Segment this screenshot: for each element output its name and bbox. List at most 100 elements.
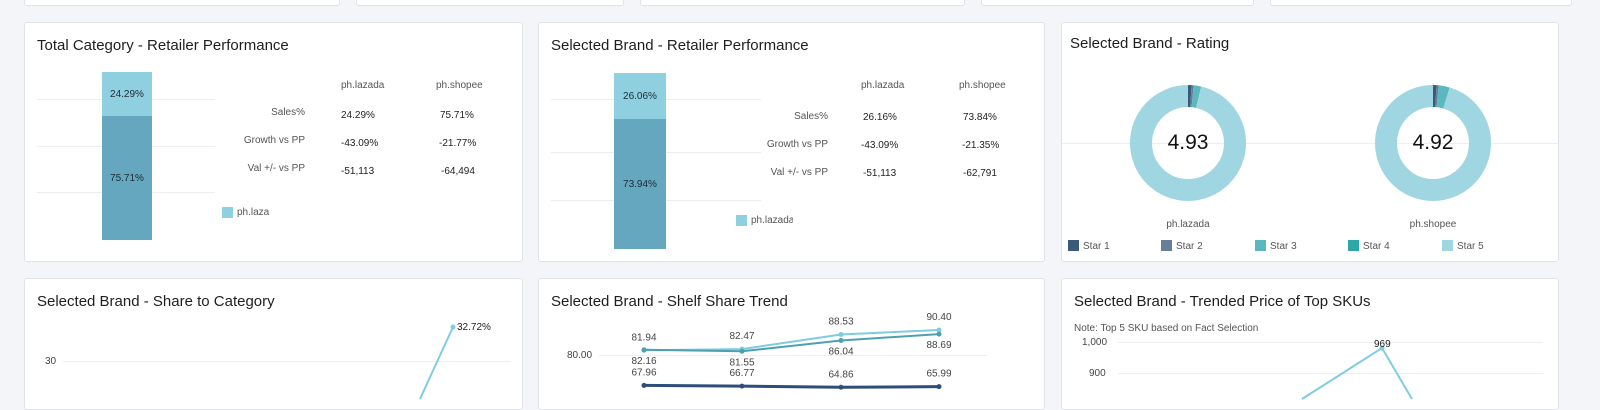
y-axis-tick: 80.00 [567, 350, 593, 361]
rating-donut-shopee[interactable] [1375, 85, 1491, 201]
legend-label[interactable]: Star 1 [1083, 241, 1110, 252]
row-label: Val +/- vs PP [770, 167, 828, 178]
legend-swatch-star4 [1348, 240, 1359, 251]
column-header-lazada: ph.lazada [341, 80, 385, 91]
table-cell: 73.84% [963, 112, 997, 123]
series-line-1[interactable] [643, 329, 940, 352]
data-label: 88.69 [926, 340, 951, 351]
legend-label[interactable]: ph.lazada [751, 215, 793, 226]
shelf-share-trend-card: Selected Brand - Shelf Share Trend 80.00… [538, 278, 1045, 410]
donut-slice-star5[interactable] [1130, 85, 1246, 201]
data-label: 81.94 [631, 332, 656, 343]
data-label: 67.96 [631, 367, 656, 378]
table-cell: 24.29% [341, 110, 375, 121]
card-title: Total Category - Retailer Performance [37, 37, 289, 54]
table-cell: -51,113 [863, 168, 897, 179]
shelf-share-chart[interactable]: 81.94 82.47 88.53 90.40 82.16 81.55 86.04 88.69… [539, 279, 1044, 409]
legend-swatch [736, 215, 747, 226]
legend-label[interactable]: Star 4 [1363, 241, 1390, 252]
kpi-card [24, 0, 340, 6]
data-label: 86.04 [828, 347, 853, 358]
column-header-shopee: ph.shopee [436, 80, 483, 91]
row-label: Sales% [271, 107, 305, 118]
card-title: Selected Brand - Retailer Performance [551, 37, 809, 54]
bar-segment-lazada[interactable]: 26.06% [614, 73, 666, 119]
bar-segment-shopee[interactable]: 73.94% [614, 119, 666, 249]
legend-swatch-star1 [1068, 240, 1079, 251]
series-line-3[interactable] [643, 383, 940, 389]
kpi-card [1270, 0, 1572, 6]
chart-note: Note: Top 5 SKU based on Fact Selection [1074, 323, 1259, 334]
legend-label[interactable]: ph.laza [237, 207, 270, 218]
data-point[interactable] [739, 348, 745, 354]
data-label: 81.55 [729, 357, 754, 368]
legend-swatch-star2 [1161, 240, 1172, 251]
kpi-card [640, 0, 965, 6]
donut-label: ph.lazada [1166, 219, 1210, 230]
rating-donut-lazada[interactable] [1130, 85, 1246, 201]
row-label: Growth vs PP [766, 139, 828, 150]
price-line[interactable] [1062, 279, 1558, 409]
table-cell: -43.09% [861, 140, 899, 151]
row-label: Sales% [794, 111, 828, 122]
rating-value: 4.92 [1412, 131, 1454, 154]
data-label: 65.99 [926, 369, 951, 380]
y-axis-tick: 30 [45, 356, 57, 367]
bar-segment-lazada[interactable]: 24.29% [102, 72, 152, 116]
data-point[interactable] [838, 384, 844, 390]
data-point[interactable] [641, 347, 647, 353]
legend-swatch-star3 [1255, 240, 1266, 251]
data-point[interactable] [838, 338, 844, 344]
table-cell: 75.71% [440, 110, 474, 121]
legend-label[interactable]: Star 5 [1457, 241, 1484, 252]
data-label: 969 [1374, 339, 1391, 350]
donut-label: ph.shopee [1409, 219, 1457, 230]
card-title: Selected Brand - Rating [1070, 35, 1230, 52]
data-point[interactable] [739, 383, 745, 389]
data-label: 90.40 [926, 312, 951, 323]
legend-swatch-star5 [1442, 240, 1453, 251]
table-cell: -64,494 [441, 166, 475, 177]
rating-card: Selected Brand - Rating 4.93 ph.lazada 4… [1061, 22, 1559, 262]
legend-label[interactable]: Star 2 [1176, 241, 1203, 252]
donut-slice-star5[interactable] [1375, 85, 1491, 201]
selected-brand-retailer-card: Selected Brand - Retailer Performance 26… [538, 22, 1045, 262]
table-cell: -43.09% [341, 138, 379, 149]
kpi-card [356, 0, 624, 6]
data-label: 82.16 [631, 356, 656, 367]
total-category-retailer-card: Total Category - Retailer Performance 24… [24, 22, 523, 262]
row-label: Val +/- vs PP [247, 163, 305, 174]
data-label: 64.86 [828, 369, 853, 380]
table-cell: 26.16% [863, 112, 897, 123]
data-point[interactable] [838, 332, 844, 338]
data-point[interactable] [641, 382, 647, 388]
data-point[interactable] [936, 384, 942, 390]
y-axis-tick: 1,000 [1082, 337, 1108, 348]
series-line-2[interactable] [643, 333, 940, 353]
table-cell: -51,113 [341, 166, 375, 177]
row-label: Growth vs PP [243, 135, 305, 146]
data-label: 66.77 [729, 368, 754, 379]
card-title: Selected Brand - Share to Category [37, 293, 275, 310]
share-line[interactable] [25, 279, 522, 409]
data-point[interactable] [936, 327, 942, 333]
table-cell: -21.77% [439, 138, 477, 149]
data-point[interactable] [936, 331, 942, 337]
data-label: 32.72% [457, 322, 491, 333]
y-axis-tick: 900 [1089, 368, 1106, 379]
bar-segment-shopee[interactable]: 75.71% [102, 116, 152, 240]
column-header-lazada: ph.lazada [861, 80, 905, 91]
legend-swatch [222, 207, 233, 218]
data-label: 88.53 [828, 317, 853, 328]
column-header-shopee: ph.shopee [959, 80, 1006, 91]
rating-value: 4.93 [1167, 131, 1209, 154]
share-to-category-card: Selected Brand - Share to Category 30 32… [24, 278, 523, 410]
kpi-card [981, 0, 1254, 6]
table-cell: -62,791 [963, 168, 997, 179]
legend-label[interactable]: Star 3 [1270, 241, 1297, 252]
data-label: 82.47 [729, 331, 754, 342]
card-title: Selected Brand - Trended Price of Top SK… [1074, 293, 1371, 310]
table-cell: -21.35% [962, 140, 1000, 151]
card-title: Selected Brand - Shelf Share Trend [551, 293, 788, 310]
trended-price-card: Selected Brand - Trended Price of Top SK… [1061, 278, 1559, 410]
